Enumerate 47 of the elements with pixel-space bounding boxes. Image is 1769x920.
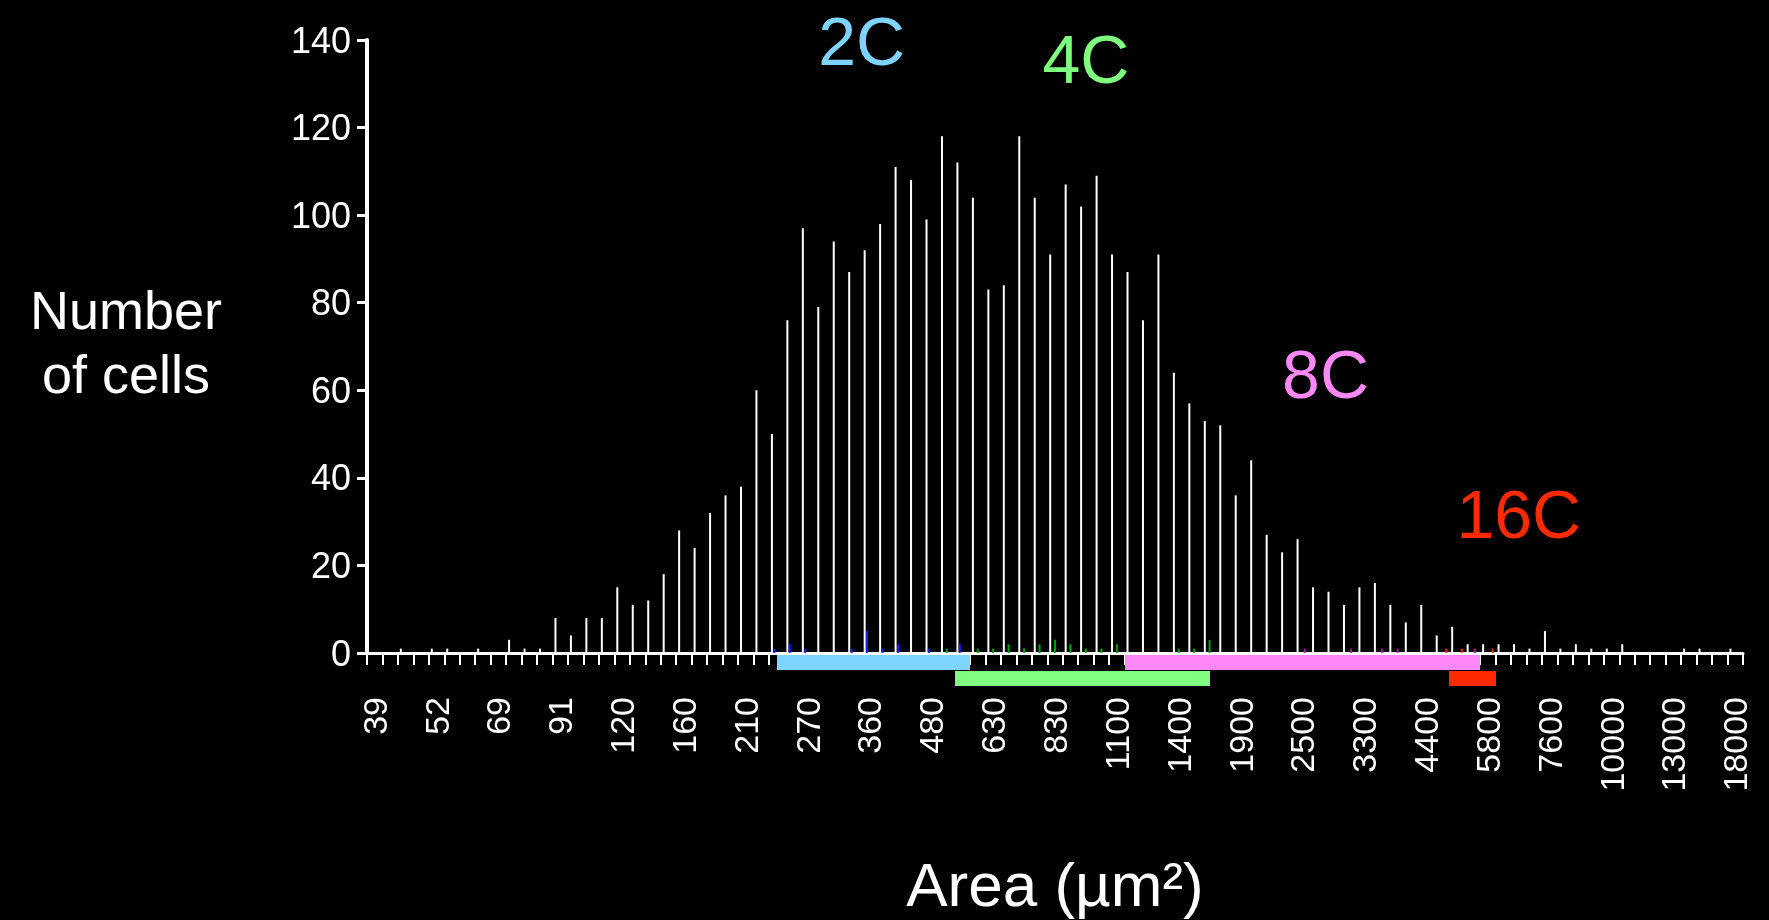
x-tick-label: 3300 bbox=[1345, 697, 1384, 773]
x-tick-label: 1400 bbox=[1159, 697, 1198, 773]
annotation: 2C bbox=[818, 3, 906, 80]
y-axis-title: Number of cells bbox=[28, 278, 224, 406]
bar bbox=[1208, 639, 1211, 653]
x-axis-title: Area (µm²) bbox=[906, 849, 1204, 919]
y-tick-label: 80 bbox=[310, 282, 351, 324]
x-tick-label: 18000 bbox=[1716, 697, 1755, 792]
bar bbox=[958, 644, 961, 653]
bar bbox=[1038, 644, 1041, 653]
y-tick-label: 0 bbox=[330, 632, 351, 674]
x-tick-label: 480 bbox=[912, 697, 951, 754]
y-tick-label: 60 bbox=[310, 369, 351, 411]
x-tick-label: 10000 bbox=[1592, 697, 1631, 792]
x-tick-label: 2500 bbox=[1283, 697, 1322, 773]
y-tick-label: 40 bbox=[310, 457, 351, 499]
x-tick-label: 360 bbox=[850, 697, 889, 754]
x-tick-label: 1100 bbox=[1097, 697, 1136, 771]
annotation: 16C bbox=[1456, 475, 1582, 552]
x-tick-label: 69 bbox=[479, 697, 518, 735]
x-tick-label: 630 bbox=[974, 697, 1013, 754]
y-tick-label: 140 bbox=[290, 19, 351, 61]
x-tick-label: 1900 bbox=[1221, 697, 1260, 773]
y-tick-label: 100 bbox=[290, 194, 351, 236]
bar bbox=[866, 631, 869, 653]
x-tick-label: 13000 bbox=[1654, 697, 1693, 792]
bar bbox=[1069, 644, 1072, 653]
annotation: 8C bbox=[1282, 335, 1370, 412]
bar bbox=[788, 644, 791, 653]
x-tick-label: 91 bbox=[541, 697, 580, 735]
x-tick-label: 52 bbox=[417, 697, 456, 735]
x-tick-label: 5800 bbox=[1468, 697, 1507, 773]
x-tick-label: 120 bbox=[603, 697, 642, 754]
x-tick-label: 39 bbox=[355, 697, 394, 735]
x-tick-label: 4400 bbox=[1407, 697, 1446, 773]
x-tick-label: 830 bbox=[1036, 697, 1074, 754]
x-tick-label: 7600 bbox=[1530, 697, 1569, 773]
bar bbox=[1007, 644, 1010, 653]
annotation: 4C bbox=[1042, 20, 1130, 97]
y-tick-label: 20 bbox=[310, 544, 351, 586]
bar bbox=[1115, 644, 1118, 653]
x-tick-label: 270 bbox=[788, 697, 827, 754]
y-tick-label: 120 bbox=[290, 107, 351, 149]
x-tick-label: 160 bbox=[664, 697, 703, 754]
bar bbox=[1054, 639, 1056, 653]
x-tick-label: 210 bbox=[726, 697, 765, 754]
bar bbox=[896, 644, 899, 653]
